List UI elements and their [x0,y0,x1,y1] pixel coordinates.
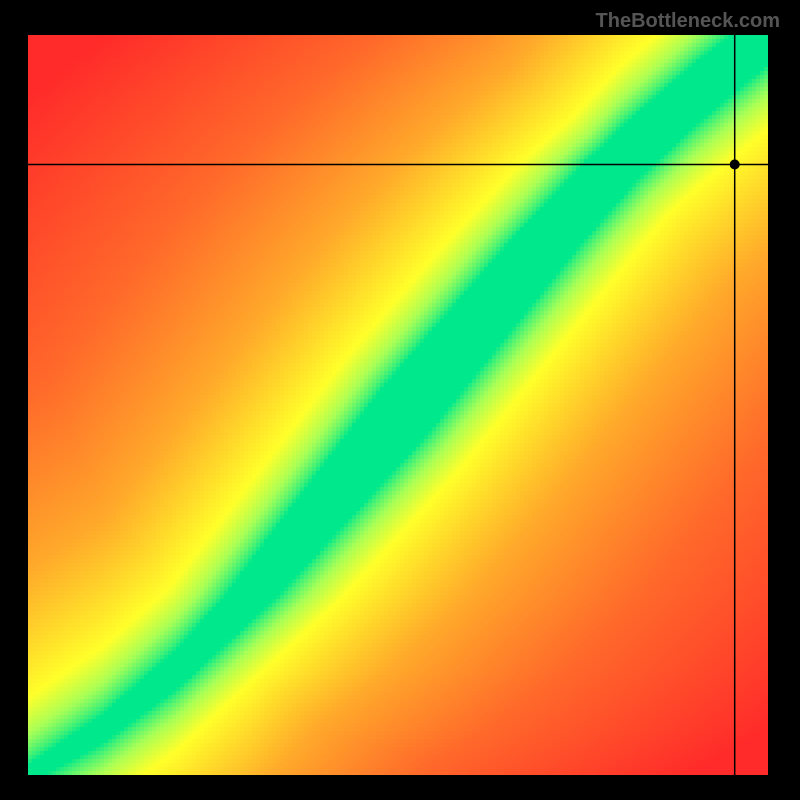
chart-container: TheBottleneck.com [0,0,800,800]
heatmap-canvas [28,35,768,775]
watermark-text: TheBottleneck.com [596,10,780,33]
heatmap-plot [28,35,768,775]
